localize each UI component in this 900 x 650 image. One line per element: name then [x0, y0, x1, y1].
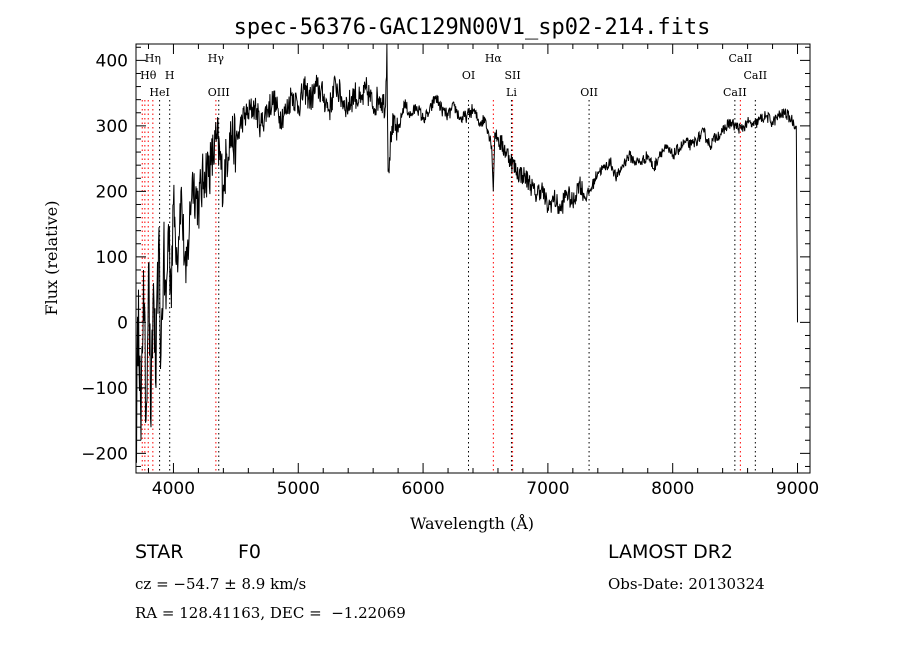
y-tick-label: −200 [81, 444, 128, 464]
observation-date: Obs-Date: 20130324 [608, 575, 765, 593]
y-tick-label: 100 [96, 248, 128, 268]
spectrum-line [135, 43, 798, 463]
redshift-cz: cz = −54.7 ± 8.9 km/s [135, 575, 307, 593]
spectral-line-label: CaII [723, 86, 747, 99]
x-tick-label: 4000 [152, 479, 195, 499]
plot-frame [135, 43, 811, 474]
spectral-line-labels: Hη Hθ H HeI Hγ OIII Hα OI SII Li OII CaII CaII CaII [140, 52, 767, 99]
spectral-line-label: Hθ [140, 69, 157, 82]
spectral-line-label: Hγ [208, 52, 225, 65]
spectral-line-label: H [165, 69, 175, 82]
spectral-line-label: Hη [145, 52, 161, 65]
axis-ticks: 4000 5000 6000 7000 8000 9000 −200 −100 0 100 200 3… [81, 44, 819, 499]
y-axis-label: Flux (relative) [42, 201, 61, 316]
y-tick-label: 200 [96, 182, 128, 202]
spectral-line-label: OII [580, 86, 598, 99]
survey-name: LAMOST DR2 [608, 541, 733, 563]
ra-dec: RA = 128.41163, DEC = −1.22069 [135, 604, 406, 622]
y-tick-label: 300 [96, 117, 128, 137]
y-tick-label: −100 [81, 379, 128, 399]
y-tick-label: 0 [117, 313, 128, 333]
spectral-line-label: Hα [485, 52, 503, 65]
x-tick-label: 8000 [651, 479, 694, 499]
spectral-line-label: OI [462, 69, 475, 82]
object-class: STAR [135, 541, 184, 563]
y-tick-label: 400 [96, 51, 128, 71]
x-tick-label: 6000 [401, 479, 444, 499]
spectral-line-markers [141, 100, 756, 473]
spectral-line-label: CaII [729, 52, 753, 65]
spectral-line-label: OIII [208, 86, 230, 99]
x-tick-label: 9000 [776, 479, 819, 499]
spectral-line-label: SII [504, 69, 520, 82]
chart-title: spec-56376-GAC129N00V1_sp02-214.fits [234, 15, 711, 40]
spectral-line-label: CaII [743, 69, 767, 82]
spectral-line-label: Li [506, 86, 517, 99]
plot-area [135, 43, 811, 474]
x-tick-label: 5000 [277, 479, 320, 499]
flux-series [135, 43, 798, 463]
object-subclass: F0 [238, 541, 262, 563]
x-axis-label: Wavelength (Å) [410, 513, 534, 533]
x-tick-label: 7000 [526, 479, 569, 499]
spectral-line-label: HeI [149, 86, 169, 99]
